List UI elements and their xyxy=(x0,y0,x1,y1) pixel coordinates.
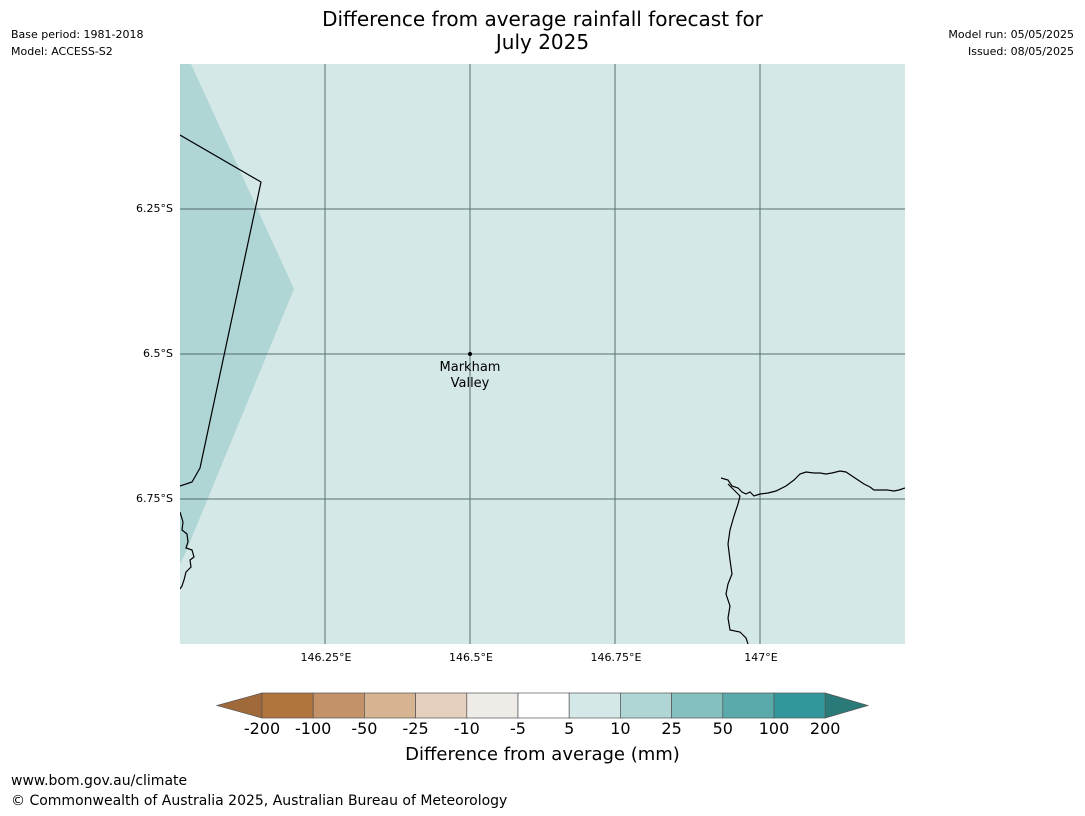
colorbar-tick-label: -25 xyxy=(402,719,429,738)
colorbar-segment xyxy=(722,692,775,719)
rainfall-band-10-25 xyxy=(180,64,294,564)
colorbar-segment xyxy=(773,692,826,719)
place-label-line1: Markham xyxy=(439,360,501,375)
model-text: Model: ACCESS-S2 xyxy=(11,45,113,58)
colorbar-segment xyxy=(415,692,468,719)
meta-left: Base period: 1981-2018 Model: ACCESS-S2 xyxy=(11,26,143,60)
title-line-1: Difference from average rainfall forecas… xyxy=(322,7,763,31)
lon-label-146-75: 146.75°E xyxy=(590,651,642,664)
colorbar-tick-label: 5 xyxy=(564,719,575,738)
colorbar-tick-label: 200 xyxy=(809,719,841,738)
colorbar-extend-low xyxy=(215,692,263,719)
map-panel xyxy=(180,64,905,644)
place-label-markham-valley: Markham Valley xyxy=(410,360,530,392)
issued-text: Issued: 08/05/2025 xyxy=(967,45,1074,58)
footer-copyright: © Commonwealth of Australia 2025, Austra… xyxy=(11,793,508,809)
boundary-line xyxy=(180,134,262,487)
colorbar-tick-label: -5 xyxy=(510,719,526,738)
lat-label-6-5: 6.5°S xyxy=(143,347,173,360)
coastline-west xyxy=(180,511,195,590)
meta-right: Model run: 05/05/2025 Issued: 08/05/2025 xyxy=(948,26,1074,60)
markham-valley-marker xyxy=(468,352,472,356)
colorbar-tick-label: 10 xyxy=(610,719,631,738)
lon-label-146-5: 146.5°E xyxy=(449,651,493,664)
lon-label-147: 147°E xyxy=(744,651,778,664)
colorbar xyxy=(215,692,870,719)
colorbar-tick-label: -100 xyxy=(295,719,332,738)
base-period-text: Base period: 1981-2018 xyxy=(11,28,144,41)
model-run-text: Model run: 05/05/2025 xyxy=(948,28,1074,41)
colorbar-segment xyxy=(671,692,724,719)
lon-label-146-25: 146.25°E xyxy=(300,651,352,664)
colorbar-segment xyxy=(517,692,570,719)
colorbar-label: Difference from average (mm) xyxy=(405,744,680,765)
coastline-east xyxy=(720,470,905,497)
colorbar-segment xyxy=(312,692,365,719)
lat-label-6-75: 6.75°S xyxy=(136,492,173,505)
colorbar-tick-label: 100 xyxy=(758,719,790,738)
footer-url[interactable]: www.bom.gov.au/climate xyxy=(11,773,188,789)
colorbar-extend-high xyxy=(824,692,870,719)
place-label-line2: Valley xyxy=(450,376,490,391)
colorbar-tick-label: -200 xyxy=(243,719,281,738)
colorbar-tick-label: -50 xyxy=(351,719,378,738)
coastline-river xyxy=(725,483,749,644)
colorbar-tick-label: 25 xyxy=(661,719,682,738)
title-line-2: July 2025 xyxy=(495,30,590,54)
colorbar-segment xyxy=(620,692,672,719)
colorbar-tick-label: -10 xyxy=(453,719,480,738)
colorbar-segment xyxy=(568,692,621,719)
colorbar-segment xyxy=(261,692,314,719)
colorbar-tick-label: 50 xyxy=(712,719,733,738)
colorbar-segments xyxy=(215,692,870,719)
colorbar-segment xyxy=(364,692,416,719)
lat-label-6-25: 6.25°S xyxy=(136,202,173,215)
colorbar-segment xyxy=(466,692,519,719)
